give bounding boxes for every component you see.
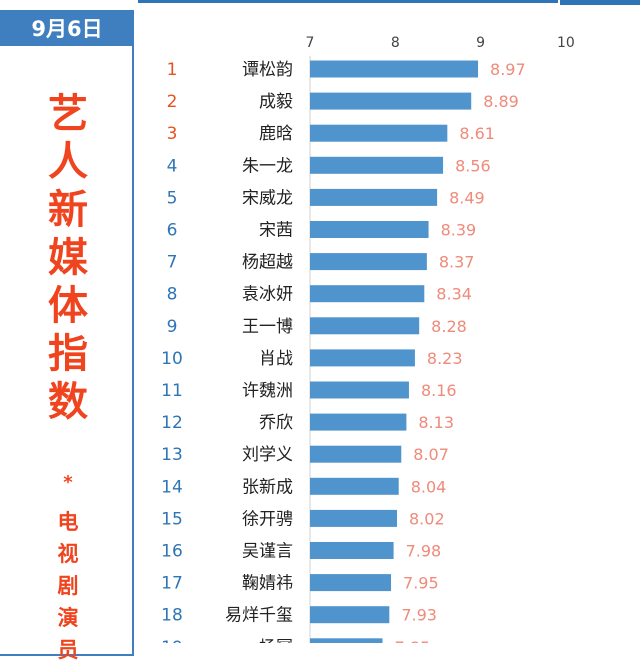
rank-number: 16 xyxy=(161,542,183,562)
rank-number: 15 xyxy=(161,509,183,529)
rank-number: 19 xyxy=(161,638,183,643)
score-bar xyxy=(310,60,479,78)
score-bar xyxy=(310,253,427,271)
rank-number: 6 xyxy=(167,221,178,241)
rank-number: 10 xyxy=(161,349,183,369)
rank-number: 1 xyxy=(167,60,178,80)
artist-name: 杨幂 xyxy=(259,638,293,643)
rank-number: 12 xyxy=(161,413,183,433)
artist-name: 谭松韵 xyxy=(242,60,293,80)
score-value: 8.13 xyxy=(418,413,454,432)
rank-number: 8 xyxy=(167,285,178,305)
score-value: 8.89 xyxy=(483,92,519,111)
score-value: 8.28 xyxy=(431,317,467,336)
score-bar xyxy=(310,606,390,624)
artist-name: 杨超越 xyxy=(242,253,293,273)
title-asterisk: * xyxy=(63,472,73,493)
rank-number: 4 xyxy=(167,156,178,176)
vertical-title: 艺人新媒体指数 xyxy=(48,91,88,425)
artist-name: 宋威龙 xyxy=(242,188,293,208)
rank-number: 3 xyxy=(167,124,178,144)
score-bar xyxy=(310,92,472,110)
artist-name: 张新成 xyxy=(242,477,293,497)
score-bar xyxy=(310,124,448,142)
artist-name: 徐开骋 xyxy=(242,509,293,529)
score-value: 8.16 xyxy=(421,381,457,400)
top-rule-right xyxy=(560,0,640,5)
rank-number: 13 xyxy=(161,445,183,465)
top-rule xyxy=(138,0,558,3)
artist-name: 刘学义 xyxy=(242,445,293,465)
score-bar xyxy=(310,445,402,463)
score-bar xyxy=(310,349,415,367)
score-value: 8.56 xyxy=(455,156,491,175)
score-value: 8.61 xyxy=(459,124,495,143)
artist-name: 许魏洲 xyxy=(242,381,293,401)
score-value: 8.49 xyxy=(449,188,485,207)
score-bar xyxy=(310,285,425,303)
score-value: 8.02 xyxy=(409,509,445,528)
date-tab: 9月6日 xyxy=(0,10,134,46)
rank-number: 5 xyxy=(167,188,178,208)
x-tick-label: 9 xyxy=(476,35,485,51)
date-label: 9月6日 xyxy=(31,17,103,41)
score-bar xyxy=(310,509,398,527)
artist-name: 王一博 xyxy=(242,317,293,337)
x-tick-label: 10 xyxy=(557,35,575,51)
score-value: 8.34 xyxy=(436,285,472,304)
rank-number: 11 xyxy=(161,381,183,401)
rank-number: 17 xyxy=(161,574,183,594)
score-value: 8.39 xyxy=(441,221,477,240)
rank-number: 2 xyxy=(167,92,178,112)
rank-number: 18 xyxy=(161,606,183,626)
x-tick-label: 7 xyxy=(306,35,315,51)
score-bar xyxy=(310,542,394,559)
x-tick-label: 8 xyxy=(391,35,400,51)
rank-number: 9 xyxy=(167,317,178,337)
score-value: 8.37 xyxy=(439,253,475,272)
artist-name: 乔欣 xyxy=(259,413,293,433)
score-value: 8.04 xyxy=(411,477,447,496)
artist-name: 成毅 xyxy=(259,92,293,112)
score-value: 8.07 xyxy=(413,445,449,464)
score-bar xyxy=(310,156,444,174)
artist-name: 袁冰妍 xyxy=(242,285,293,305)
rank-number: 7 xyxy=(167,253,178,273)
score-bar xyxy=(310,477,399,495)
score-value: 8.97 xyxy=(490,60,526,79)
score-bar xyxy=(310,413,407,431)
artist-name: 吴谨言 xyxy=(242,542,293,562)
artist-name: 易烊千玺 xyxy=(225,606,293,626)
ranking-bar-chart: 7 8 9 10 1 谭松韵 8.97 2 成毅 8.89 3 鹿晗 8.61 4 朱一龙 8.56 5 宋威龙 8… xyxy=(161,35,575,643)
artist-name: 肖战 xyxy=(259,349,293,369)
score-bar xyxy=(310,574,392,592)
artist-name: 朱一龙 xyxy=(242,156,293,176)
score-value: 8.23 xyxy=(427,349,463,368)
score-value: 7.98 xyxy=(406,542,442,561)
artist-name: 宋茜 xyxy=(259,221,293,241)
score-bar xyxy=(310,188,438,206)
score-value: 7.85 xyxy=(395,638,431,643)
score-bar xyxy=(310,381,409,399)
score-value: 7.93 xyxy=(401,606,437,625)
artist-name: 鞠婧祎 xyxy=(242,574,293,594)
score-value: 7.95 xyxy=(403,574,439,593)
score-bar xyxy=(310,317,420,335)
score-bar xyxy=(310,638,383,643)
score-bar xyxy=(310,221,429,238)
artist-name: 鹿晗 xyxy=(259,124,293,144)
rank-number: 14 xyxy=(161,477,183,497)
